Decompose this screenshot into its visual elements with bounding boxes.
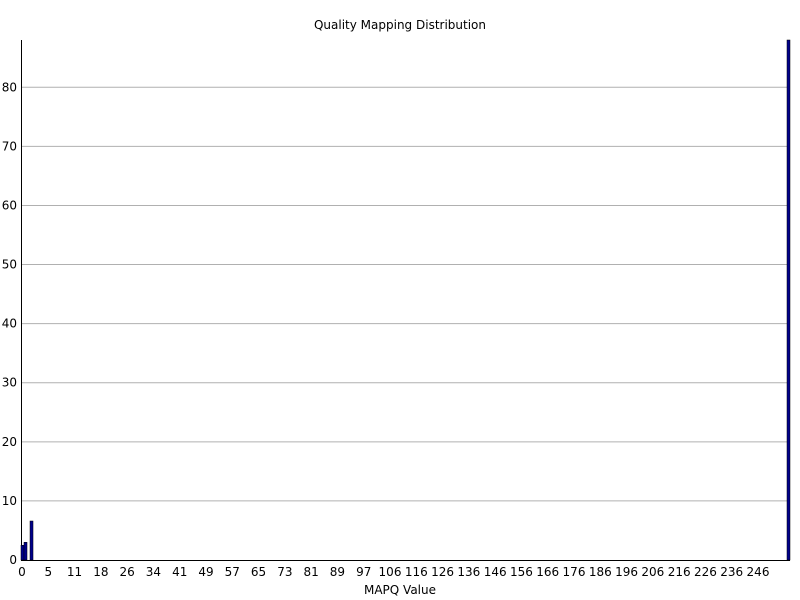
bar (786, 39, 791, 561)
bar (20, 544, 25, 561)
y-tick-label: 80 (2, 80, 17, 94)
x-tick-label: 116 (405, 565, 428, 579)
y-tick-label: 30 (2, 376, 17, 390)
x-tick-label: 166 (536, 565, 559, 579)
x-tick-label: 186 (589, 565, 612, 579)
y-tick-label: 40 (2, 317, 17, 331)
x-axis-label: MAPQ Value (363, 583, 436, 597)
x-tick-label: 5 (44, 565, 52, 579)
y-tick-label: 50 (2, 258, 17, 272)
x-tick-label: 216 (668, 565, 691, 579)
x-tick-label: 41 (172, 565, 187, 579)
y-tick-label: 0 (9, 553, 17, 567)
x-tick-label: 49 (198, 565, 213, 579)
x-tick-label: 176 (563, 565, 586, 579)
x-tick-label: 57 (225, 565, 240, 579)
x-tick-label: 246 (747, 565, 770, 579)
x-tick-label: 146 (484, 565, 507, 579)
x-tick-label: 226 (694, 565, 717, 579)
x-tick-label: 156 (510, 565, 533, 579)
x-tick-label: 11 (67, 565, 82, 579)
x-tick-label: 97 (356, 565, 371, 579)
x-tick-label: 206 (641, 565, 664, 579)
chart-title: Quality Mapping Distribution (313, 18, 486, 32)
x-tick-label: 73 (277, 565, 292, 579)
x-tick-label: 18 (93, 565, 108, 579)
y-tick-label: 70 (2, 139, 17, 153)
x-tick-label: 65 (251, 565, 266, 579)
y-tick-label: 60 (2, 198, 17, 212)
x-tick-label: 89 (330, 565, 345, 579)
y-tick-label: 20 (2, 435, 17, 449)
x-tick-label: 26 (120, 565, 135, 579)
x-tick-label: 106 (379, 565, 402, 579)
x-tick-label: 136 (457, 565, 480, 579)
x-tick-label: 236 (720, 565, 743, 579)
bar (29, 520, 34, 561)
y-tick-label: 10 (2, 494, 17, 508)
x-tick-label: 81 (304, 565, 319, 579)
x-tick-label: 0 (18, 565, 26, 579)
x-tick-label: 34 (146, 565, 161, 579)
x-tick-label: 196 (615, 565, 638, 579)
x-tick-label: 126 (431, 565, 454, 579)
bar (23, 542, 28, 561)
